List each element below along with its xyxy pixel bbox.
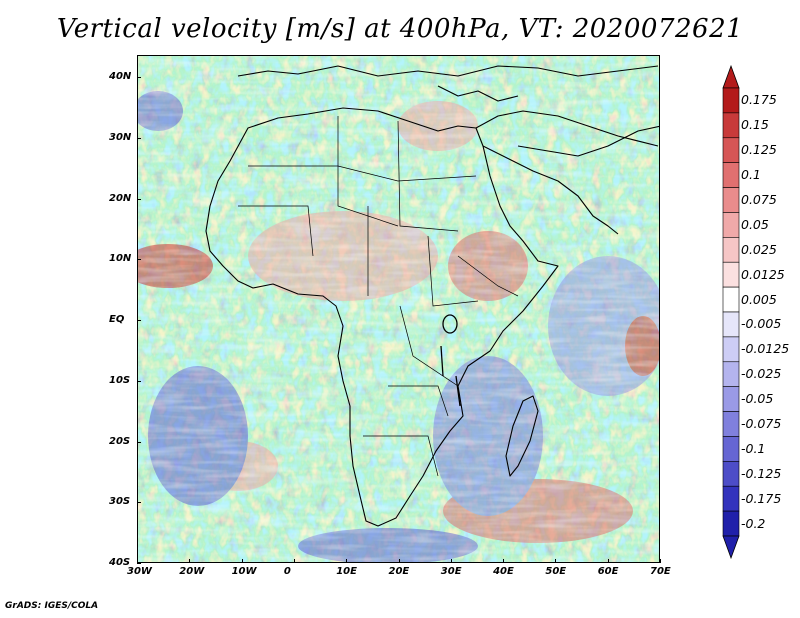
colorbar-label: 0.025 <box>741 241 777 257</box>
colorbar-label: -0.0125 <box>741 341 790 357</box>
lon-tick <box>503 559 505 563</box>
colorbar-swatch <box>722 510 740 537</box>
lakes <box>440 314 461 407</box>
colorbar-swatch <box>722 311 740 338</box>
lat-tick <box>137 380 141 382</box>
colorbar-label: 0.125 <box>741 142 777 158</box>
colorbar-top-arrow <box>722 64 740 89</box>
colorbar-label: -0.05 <box>741 391 774 407</box>
vertical-velocity-field <box>138 56 659 562</box>
lat-label: 30S <box>109 496 131 508</box>
lat-tick <box>137 563 141 564</box>
lat-tick <box>137 441 141 443</box>
colorbar-label: 0.0125 <box>741 266 785 282</box>
lat-label: 40S <box>109 557 131 568</box>
colorbar-label: -0.125 <box>741 465 782 481</box>
lon-label: 20E <box>388 566 410 577</box>
colorbar-label: 0.1 <box>741 167 761 183</box>
colorbar-label: -0.175 <box>741 490 782 506</box>
colorbar-swatch <box>722 261 740 288</box>
colorbar-swatch <box>722 112 740 139</box>
colorbar-bottom-arrow <box>722 535 740 560</box>
field-streaks <box>138 56 659 562</box>
lat-tick <box>137 198 141 200</box>
lat-label: 20N <box>109 192 132 204</box>
colorbar-swatch <box>722 87 740 114</box>
lon-label: 30E <box>440 566 462 577</box>
lon-tick <box>607 559 609 563</box>
lat-label: 30N <box>109 131 132 143</box>
lon-label: 10W <box>231 566 257 577</box>
colorbar-swatch <box>722 137 740 163</box>
lon-tick <box>346 559 348 563</box>
grads-credit: GrADS: IGES/COLA <box>5 601 99 611</box>
colorbar-swatch <box>722 162 740 188</box>
map-title: Vertical velocity [m/s] at 400hPa, VT: 2… <box>56 14 744 44</box>
lat-tick <box>137 259 141 261</box>
lat-label: EQ <box>109 314 125 325</box>
coastlines <box>205 65 659 527</box>
lon-tick <box>137 559 138 563</box>
lon-label: 10E <box>336 566 357 577</box>
lat-tick <box>137 320 141 321</box>
lon-label: 60E <box>597 566 619 577</box>
lat-tick <box>137 502 141 504</box>
colorbar-swatch <box>722 386 740 412</box>
colorbar-label: -0.005 <box>741 316 782 332</box>
lon-tick <box>189 559 191 563</box>
colorbar-swatch <box>722 436 740 462</box>
lon-label: 70E <box>650 566 671 577</box>
colorbar-swatch <box>722 286 740 313</box>
colorbar-swatch <box>722 212 740 238</box>
lon-tick <box>660 559 661 563</box>
lat-label: 10S <box>109 374 131 386</box>
colorbar-swatch <box>722 461 740 487</box>
lon-tick <box>241 559 243 563</box>
lat-tick <box>137 137 141 139</box>
lon-label: 20W <box>179 566 205 577</box>
lat-label: 40N <box>109 71 132 82</box>
lon-label: 50E <box>545 566 567 577</box>
country-borders <box>238 116 519 477</box>
colorbar-swatch <box>722 411 740 437</box>
lon-tick <box>293 559 295 563</box>
colorbar-label: 0.075 <box>741 192 777 207</box>
lon-tick <box>398 559 400 563</box>
lon-label: 30W <box>127 566 152 577</box>
colorbar-label: -0.1 <box>741 440 766 456</box>
colorbar-label: -0.025 <box>741 366 782 382</box>
colorbar-swatch <box>722 361 740 387</box>
colorbar-label: 0.005 <box>741 291 777 307</box>
colorbar-swatch <box>722 237 740 263</box>
colorbar-swatch <box>722 485 740 512</box>
lon-label: 40E <box>493 566 514 577</box>
colorbar-swatch <box>722 187 740 213</box>
colorbar-label: -0.2 <box>741 515 766 531</box>
lat-label: 10N <box>109 253 132 265</box>
colorbar-label: -0.075 <box>741 416 782 431</box>
lon-label: 0 <box>283 566 291 577</box>
lon-tick <box>555 559 557 563</box>
colorbar-label: 0.175 <box>741 92 777 108</box>
colorbar-label: 0.15 <box>741 117 769 133</box>
lon-tick <box>450 559 452 563</box>
colorbar-label: 0.05 <box>741 216 769 232</box>
colorbar-swatch <box>722 336 740 363</box>
lat-tick <box>137 77 141 78</box>
lat-label: 20S <box>109 435 131 447</box>
map-panel <box>137 55 660 563</box>
